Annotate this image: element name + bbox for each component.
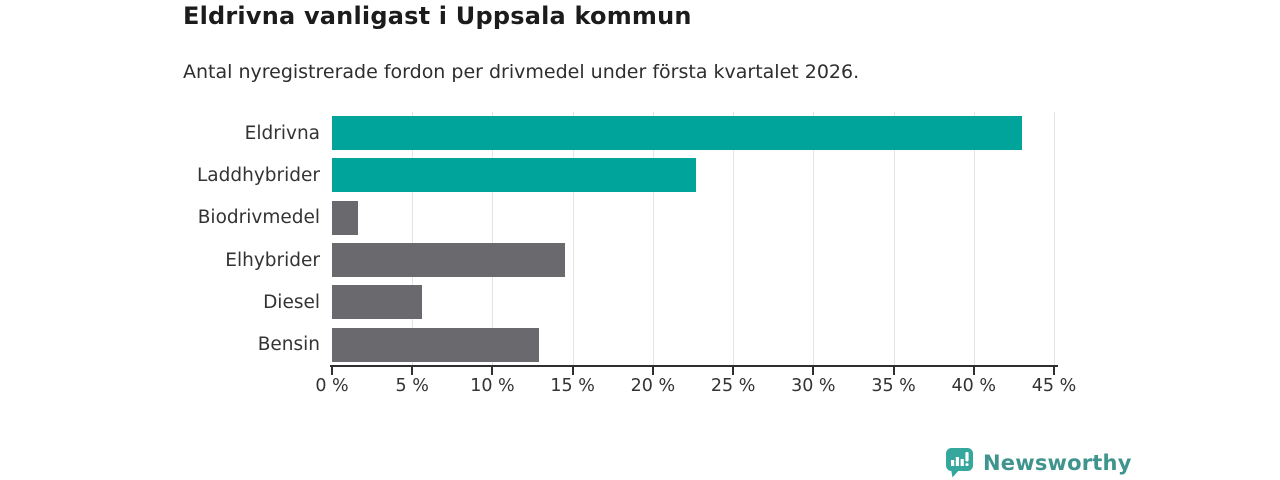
gridline — [492, 112, 494, 366]
category-label: Laddhybrider — [196, 164, 320, 186]
axis-tick — [651, 367, 654, 375]
axis-tick-label: 40 % — [951, 376, 996, 396]
gridline — [652, 112, 654, 366]
gridline — [973, 112, 975, 366]
bar-row — [332, 281, 1054, 323]
bar — [332, 327, 539, 362]
chart-title: Eldrivna vanligast i Uppsala kommun — [183, 2, 692, 30]
plot-area — [332, 112, 1055, 366]
axis-tick-label: 35 % — [871, 376, 916, 396]
gridline — [412, 112, 414, 366]
axis-tick-label: 10 % — [470, 376, 515, 396]
newsworthy-wordmark: Newsworthy — [983, 450, 1132, 475]
category-label: Biodrivmedel — [197, 207, 320, 229]
axis-tick — [972, 367, 975, 375]
bar — [332, 243, 565, 278]
axis-tick — [812, 367, 815, 375]
bar-row — [332, 197, 1054, 239]
bar-row — [332, 324, 1054, 366]
axis-tick — [571, 367, 574, 375]
bar-row — [332, 112, 1054, 154]
bar — [332, 158, 697, 193]
gridline — [813, 112, 815, 366]
axis-tick — [732, 367, 735, 375]
category-label: Elhybrider — [225, 249, 320, 271]
x-axis-line — [330, 365, 1058, 367]
axis-tick — [411, 367, 414, 375]
category-label: Eldrivna — [244, 122, 320, 144]
x-axis: 0 % 5 % 10 % 15 % 20 % 25 % 30 % 35 % 40 % 45 % — [315, 365, 1076, 401]
axis-tick — [491, 367, 494, 375]
axis-tick-label: 45 % — [1031, 376, 1077, 396]
newsworthy-logo: Newsworthy — [945, 447, 1132, 478]
axis-tick — [331, 367, 333, 375]
axis-tick — [1053, 367, 1055, 375]
newsworthy-icon — [946, 448, 973, 478]
gridline — [1054, 112, 1055, 366]
axis-tick-label: 20 % — [630, 376, 676, 396]
axis-tick-label: 30 % — [791, 376, 836, 396]
gridline — [733, 112, 735, 366]
gridline — [572, 112, 574, 366]
bar — [332, 116, 1022, 151]
axis-tick-label: 25 % — [710, 376, 756, 396]
gridline — [893, 112, 895, 366]
chart-subtitle: Antal nyregistrerade fordon per drivmede… — [183, 61, 860, 83]
bar-row — [332, 154, 1054, 196]
y-axis-category-labels: Eldrivna Laddhybrider Biodrivmedel Elhybrid… — [120, 112, 320, 366]
axis-tick-label: 0 % — [315, 376, 349, 396]
bar — [332, 200, 358, 235]
bars — [332, 112, 1054, 366]
bar — [332, 285, 422, 320]
axis-tick — [892, 367, 895, 375]
category-label: Bensin — [257, 334, 320, 356]
category-label: Diesel — [263, 291, 320, 313]
axis-tick-label: 15 % — [550, 376, 595, 396]
bar-row — [332, 239, 1054, 281]
axis-tick-label: 5 % — [395, 376, 429, 396]
